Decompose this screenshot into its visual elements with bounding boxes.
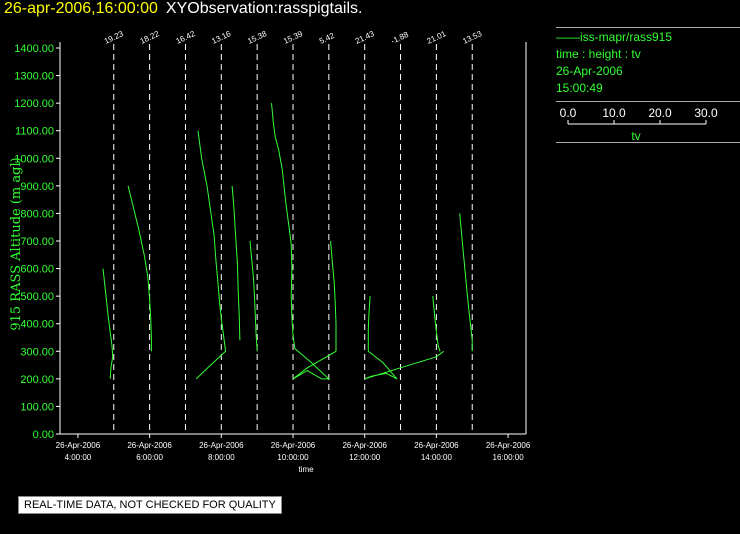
x-tick-time: 14:00:00 <box>421 453 453 462</box>
profile-trace <box>102 268 114 379</box>
color-scale: 0.0 10.0 20.0 30.0 tv <box>560 106 718 142</box>
y-tick-label: 500.00 <box>20 291 54 303</box>
scale-tick-label: 20.0 <box>648 106 672 120</box>
y-tick-label: 600.00 <box>20 264 54 276</box>
profile-lines: 19.23 18.22 16.42 13.16 15.38 15.39 5.42 21.43-… <box>103 29 484 434</box>
quality-warning: REAL-TIME DATA, NOT CHECKED FOR QUALITY <box>18 496 282 514</box>
profile-trace <box>195 130 227 380</box>
y-axis-ticks: 0.00 100.00 200.00 300.00 400.00 500.00 600.00… <box>14 43 60 441</box>
profile-trace <box>271 103 337 380</box>
y-tick-label: 700.00 <box>20 236 54 248</box>
profile-label: 18.22 <box>139 29 161 46</box>
profile-label: 21.01 <box>425 29 447 46</box>
profile-trace <box>459 213 473 352</box>
x-tick-time: 8:00:00 <box>208 453 235 462</box>
x-axis-label: time <box>298 465 314 474</box>
profile-trace <box>127 185 152 352</box>
legend-swatch: —— <box>556 30 580 44</box>
observation-time: 26-apr-2006,16:00:00 <box>4 0 158 17</box>
profile-trace <box>432 296 441 352</box>
x-tick-date: 26-Apr-2006 <box>486 441 531 450</box>
legend: ——iss-mapr/rass915 time : height : tv 26… <box>556 29 740 97</box>
x-tick-time: 10:00:00 <box>277 453 309 462</box>
profile-label: 19.23 <box>103 29 125 46</box>
profile-label: 21.43 <box>354 29 376 46</box>
profile-label: 15.39 <box>282 29 304 46</box>
scale-tick-label: 10.0 <box>602 106 626 120</box>
legend-series: ——iss-mapr/rass915 <box>556 29 740 46</box>
profile-label: 16.42 <box>175 29 197 46</box>
profile-label: 13.16 <box>210 29 232 46</box>
profile-trace <box>364 296 444 380</box>
data-series <box>102 103 473 380</box>
y-tick-label: 1400.00 <box>14 43 54 55</box>
legend-date: 26-Apr-2006 <box>556 64 623 78</box>
profile-label: -1.88 <box>390 30 411 46</box>
x-tick-date: 26-Apr-2006 <box>199 441 244 450</box>
profile-label: 15.38 <box>246 29 268 46</box>
profile-trace <box>330 240 337 352</box>
profile-trace <box>249 240 258 352</box>
legend-divider-top <box>556 27 740 28</box>
profile-label: 5.42 <box>318 31 336 46</box>
x-tick-date: 26-Apr-2006 <box>414 441 459 450</box>
y-tick-label: 1200.00 <box>14 98 54 110</box>
x-axis-ticks: 26-Apr-2006 4:00:00 26-Apr-2006 6:00:00 26-A… <box>56 434 531 462</box>
y-tick-label: 1300.00 <box>14 71 54 83</box>
y-tick-label: 1000.00 <box>14 153 54 165</box>
x-tick-time: 6:00:00 <box>136 453 163 462</box>
scale-label: tv <box>631 129 640 142</box>
x-tick-date: 26-Apr-2006 <box>127 441 172 450</box>
legend-series-label: iss-mapr/rass915 <box>580 30 673 44</box>
x-tick-date: 26-Apr-2006 <box>271 441 316 450</box>
observation-name: XYObservation:rasspigtails. <box>165 0 363 17</box>
legend-divider-bottom <box>556 142 740 143</box>
y-tick-label: 200.00 <box>20 374 54 386</box>
y-tick-label: 300.00 <box>20 346 54 358</box>
y-tick-label: 1100.00 <box>15 126 54 138</box>
y-tick-label: 0.00 <box>33 429 54 441</box>
legend-axes: time : height : tv <box>556 47 641 61</box>
x-tick-date: 26-Apr-2006 <box>342 441 387 450</box>
title-bar: 26-apr-2006,16:00:00 XYObservation:rasspi… <box>4 0 362 22</box>
x-tick-time: 12:00:00 <box>349 453 381 462</box>
scale-tick-label: 30.0 <box>694 106 718 120</box>
legend-divider-mid <box>556 101 740 102</box>
scale-tick-label: 0.0 <box>560 106 577 120</box>
profile-trace <box>231 185 241 341</box>
x-tick-time: 16:00:00 <box>493 453 525 462</box>
y-tick-label: 800.00 <box>20 208 54 220</box>
legend-time: 15:00:49 <box>556 81 603 95</box>
x-tick-date: 26-Apr-2006 <box>56 441 101 450</box>
profile-label: 13.53 <box>461 29 483 46</box>
y-tick-label: 400.00 <box>20 319 54 331</box>
y-tick-label: 100.00 <box>20 401 54 413</box>
y-tick-label: 900.00 <box>20 181 54 193</box>
x-tick-time: 4:00:00 <box>65 453 92 462</box>
y-axis-label: 915 RASS Altitude (m agl) <box>9 157 24 330</box>
